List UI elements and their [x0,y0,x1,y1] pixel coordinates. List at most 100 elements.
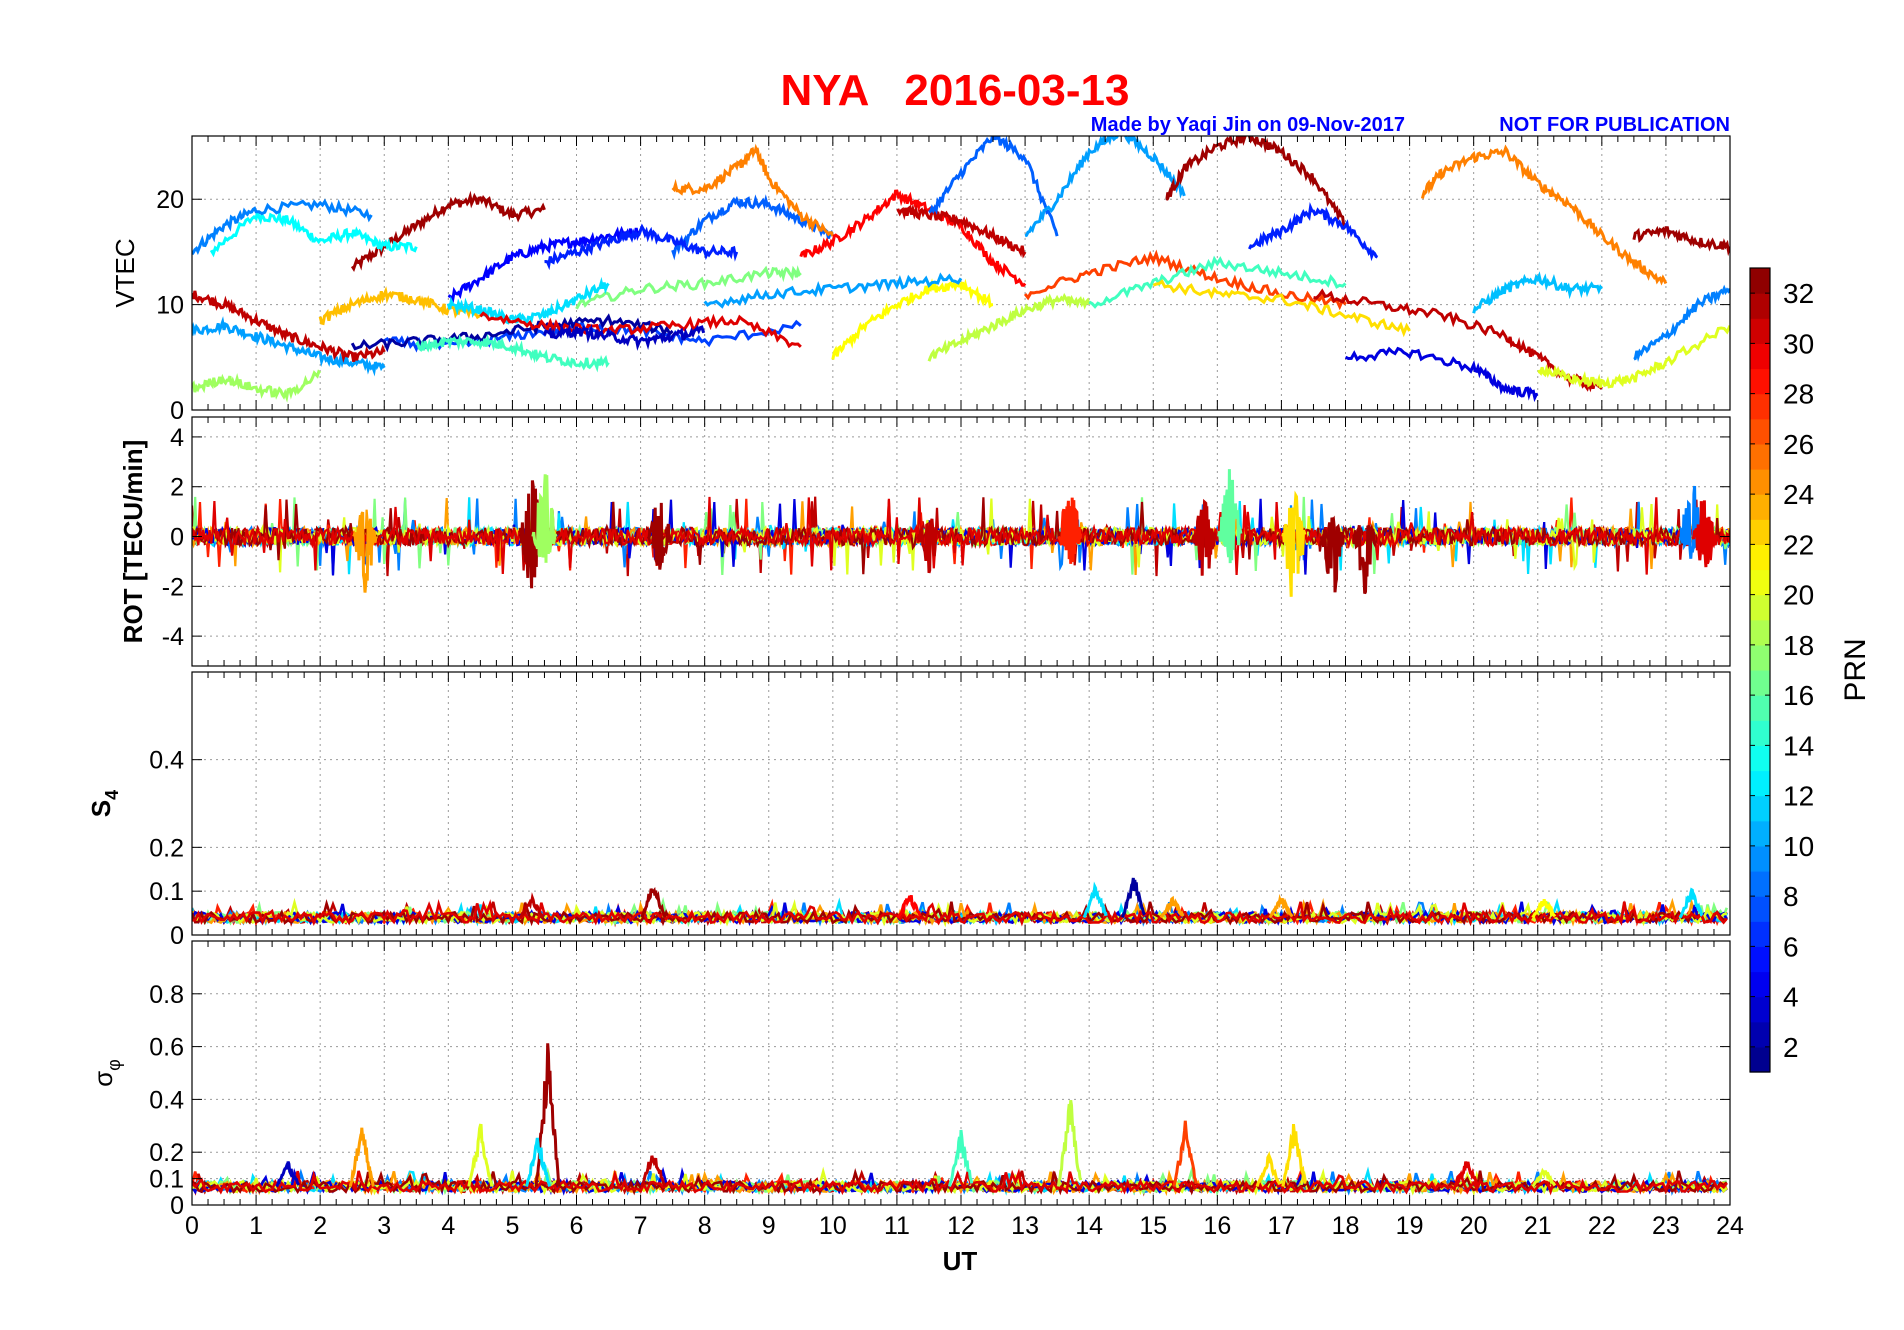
s4-burst-prn-24 [1159,895,1185,919]
rot-burst-prn-30 [1691,500,1717,568]
colorbar-tick-label: 2 [1783,1032,1799,1063]
sigphi-burst-prn-22 [1281,1123,1307,1187]
x-tick-label: 22 [1588,1212,1616,1240]
x-tick-label: 10 [819,1212,847,1240]
x-tick-label: 14 [1075,1212,1103,1240]
panel-s4-grid [192,672,1730,935]
panel-sigphi-grid [192,941,1730,1205]
vtec-series-prn-15 [415,333,610,373]
panel-sigphi-ticks [191,941,1731,1206]
credit-text: Made by Yaqi Jin on 09-Nov-2017 [1091,114,1405,136]
panel-vtec-grid [192,136,1730,410]
vtec-series-prn-17 [575,265,802,310]
colorbar-segment [1750,469,1770,495]
colorbar-segment [1750,519,1770,545]
rot-burst-prn-16 [1217,469,1243,564]
y-tick-label: 0.6 [149,1034,184,1062]
colorbar-segment [1750,544,1770,571]
colorbar-segment [1750,971,1770,998]
panel-vtec-ticks [191,136,1731,411]
vtec-series-prn-13 [209,209,418,258]
colorbar-tick-label: 24 [1783,479,1814,510]
colorbar-segment [1750,845,1770,872]
y-tick-label: -2 [162,573,184,601]
chart-title: NYA 2016-03-13 [781,66,1130,115]
colorbar-segment [1750,418,1770,445]
sigphi-burst-prn-31 [640,1155,667,1188]
colorbar-segment [1750,268,1770,294]
y-tick-label: 2 [170,474,184,502]
vtec-series-prn-31 [192,290,386,364]
vtec-series-prn-8 [671,194,835,261]
x-tick-label: 9 [762,1212,776,1240]
vtec-series-prn-29 [799,189,1027,287]
colorbar-segment [1750,594,1770,621]
s4-burst-prn-2 [1121,877,1146,918]
y-tick-label: 0.8 [149,981,184,1009]
colorbar-segment [1750,695,1770,721]
panel-rot-data [192,469,1730,597]
rot-noise-prn-20 [192,497,1730,575]
colorbar-segment [1750,896,1770,922]
x-tick-label: 16 [1203,1212,1231,1240]
colorbar-tick-label: 22 [1783,529,1814,560]
sigphi-burst-prn-12 [525,1137,552,1187]
x-tick-label: 0 [185,1212,199,1240]
sigphi-burst-prn-3 [275,1161,301,1188]
colorbar-segment [1750,770,1770,797]
panel-rot-ticks [191,417,1731,666]
x-tick-label: 6 [570,1212,584,1240]
colorbar-segment [1750,569,1770,596]
colorbar-tick-label: 20 [1783,580,1814,611]
s4-burst-prn-12 [1082,881,1108,919]
x-tick-label: 15 [1139,1212,1167,1240]
vtec-series-prn-19 [927,292,1091,362]
y-axis-label: S4 [86,790,122,817]
colorbar-segment [1750,393,1770,420]
x-tick-label: 11 [884,1212,910,1240]
vtec-series-prn-11 [1472,271,1603,314]
vtec-series-prn-4 [1344,346,1539,403]
rot-burst-prn-32 [646,502,673,570]
x-tick-label: 1 [249,1212,263,1240]
colorbar-segment [1750,820,1770,847]
vtec-series-prn-27 [1023,249,1347,311]
x-tick-label: 4 [441,1212,455,1240]
vtec-series-prn-25 [671,143,835,237]
colorbar-tick-label: 14 [1783,730,1814,761]
y-tick-label: 0 [170,1192,184,1220]
colorbar-segment [1750,368,1770,395]
colorbar-segment [1750,996,1770,1023]
colorbar-segment [1750,670,1770,696]
vtec-series-prn-9 [1633,284,1730,363]
vtec-series-prn-10 [192,316,386,377]
rot-noise-prn-30 [192,496,1730,576]
colorbar-label: PRN [1839,638,1872,701]
vtec-series-prn-6 [544,223,739,271]
sigphi-burst-prn-32 [534,1043,561,1187]
panel-vtec: 0 10 20 VTEC [110,135,1731,425]
colorbar-segment [1750,343,1770,370]
y-axis-label: ROT [TECU/min] [118,440,148,644]
colorbar-tick-label: 16 [1783,680,1814,711]
vtec-series-prn-15 [1088,255,1347,309]
sigphi-burst-prn-24 [348,1127,375,1187]
vtec-series-prn-5 [447,225,642,304]
vtec-series-prn-20 [1537,325,1730,389]
y-tick-label: 0.2 [149,1139,184,1167]
panel-sigphi: 00.10.2 0.4 0.6 0.8 σφ [88,940,1731,1220]
s4-burst-prn-31 [518,892,545,919]
x-tick-label: 17 [1268,1212,1296,1240]
vtec-series-prn-25 [1420,144,1668,286]
y-axis-label: σφ [88,1059,124,1087]
vtec-series-prn-10 [1024,136,1186,238]
vtec-series-prn-21 [831,278,994,360]
rot-burst-prn-32 [1319,515,1345,593]
colorbar-segment [1750,293,1770,319]
colorbar-segment [1750,921,1770,947]
panel-rot: -4 -2 0 2 4 ROT [TECU/min] [118,416,1731,667]
colorbar-tick-label: 32 [1783,278,1814,309]
